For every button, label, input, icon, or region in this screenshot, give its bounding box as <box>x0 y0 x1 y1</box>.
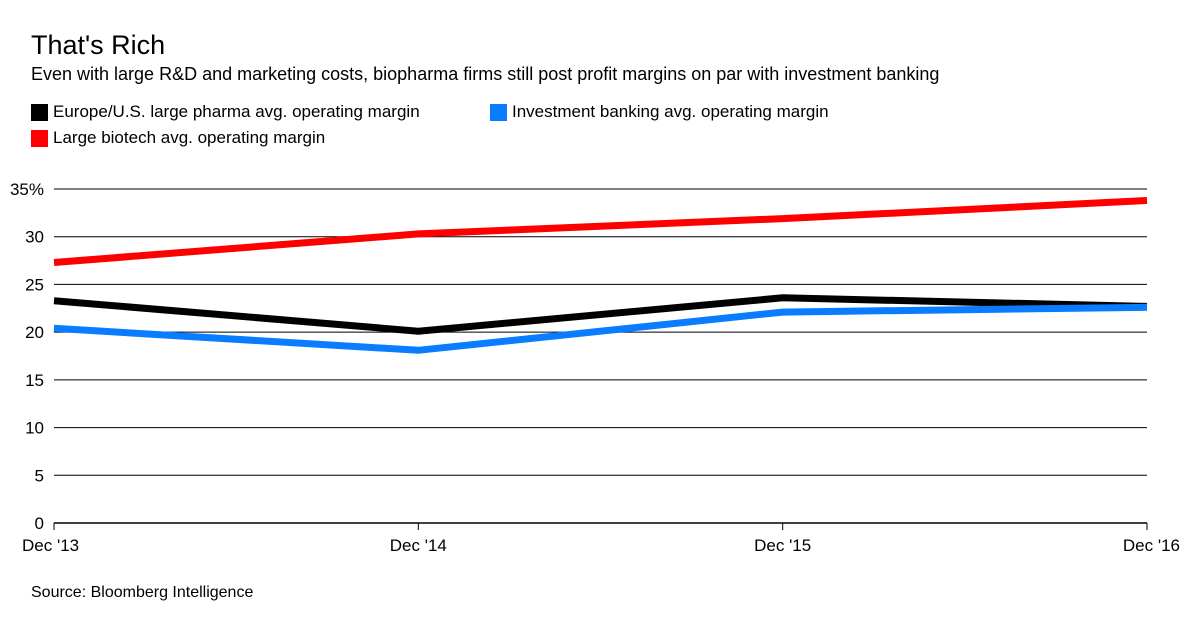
y-tick-label-3: 15 <box>25 371 44 390</box>
y-tick-label-1: 5 <box>35 466 44 485</box>
chart-title: That's Rich <box>31 30 166 60</box>
x-tick-label-3: Dec '16 <box>1123 536 1180 555</box>
legend-item-investment-banking: Investment banking avg. operating margin <box>490 102 829 122</box>
series-line-biotech <box>53 197 1148 266</box>
x-tick-label-0: Dec '13 <box>22 536 79 555</box>
y-tick-label-6: 30 <box>25 228 44 247</box>
y-tick-label-7: 35% <box>10 180 44 199</box>
legend-swatch-pharma <box>31 103 48 121</box>
y-tick-label-0: 0 <box>35 514 44 533</box>
series-line-pharma <box>53 294 1148 335</box>
y-tick-label-5: 25 <box>25 275 44 294</box>
source-note: Source: Bloomberg Intelligence <box>31 584 254 601</box>
legend-label-investment-banking: Investment banking avg. operating margin <box>512 102 829 121</box>
legend-label-biotech: Large biotech avg. operating margin <box>53 128 326 147</box>
series-line-investment-banking <box>53 303 1148 354</box>
legend-item-biotech: Large biotech avg. operating margin <box>31 128 325 148</box>
legend-swatch-investment-banking <box>490 103 507 121</box>
legend-swatch-biotech <box>31 129 48 147</box>
legend-item-pharma: Europe/U.S. large pharma avg. operating … <box>31 102 420 122</box>
y-tick-label-2: 10 <box>25 419 44 438</box>
legend-label-pharma: Europe/U.S. large pharma avg. operating … <box>53 102 420 121</box>
x-tick-label-1: Dec '14 <box>390 536 447 555</box>
y-tick-label-4: 20 <box>25 323 44 342</box>
chart-subtitle: Even with large R&D and marketing costs,… <box>31 64 940 84</box>
x-tick-label-2: Dec '15 <box>754 536 811 555</box>
